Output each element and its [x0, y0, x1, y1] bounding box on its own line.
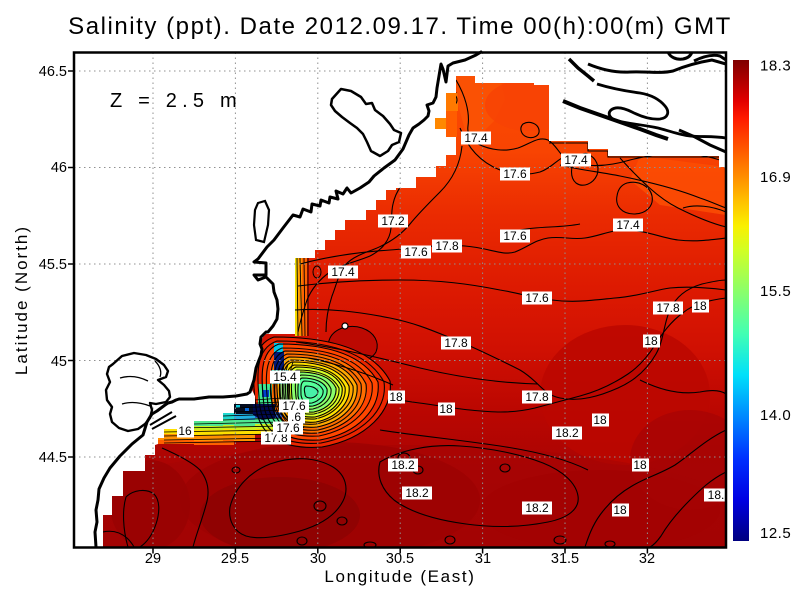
svg-text:15.4: 15.4	[273, 370, 297, 384]
svg-text:17.8: 17.8	[525, 390, 549, 404]
svg-text:18: 18	[389, 390, 403, 404]
svg-text:18.2: 18.2	[555, 426, 579, 440]
svg-text:46: 46	[51, 160, 67, 176]
svg-text:17.4: 17.4	[564, 153, 588, 167]
svg-text:17.4: 17.4	[331, 265, 355, 279]
svg-text:17.8: 17.8	[264, 431, 288, 445]
svg-text:17.8: 17.8	[435, 239, 459, 253]
svg-text:18.2: 18.2	[391, 458, 415, 472]
svg-text:17.6: 17.6	[276, 421, 300, 435]
svg-text:46.5: 46.5	[39, 64, 67, 80]
svg-text:Longitude (East): Longitude (East)	[324, 567, 475, 586]
svg-text:18: 18	[593, 413, 607, 427]
svg-text:30: 30	[310, 551, 326, 567]
svg-text:18: 18	[613, 503, 627, 517]
svg-text:44.5: 44.5	[39, 450, 67, 466]
svg-text:.6: .6	[291, 410, 301, 424]
svg-text:18.: 18.	[708, 488, 725, 502]
svg-text:17.6: 17.6	[525, 291, 549, 305]
svg-text:17.4: 17.4	[464, 131, 488, 145]
svg-text:29: 29	[145, 551, 161, 567]
svg-text:18: 18	[439, 402, 453, 416]
svg-text:17.6: 17.6	[404, 245, 428, 259]
svg-text:30.5: 30.5	[386, 551, 414, 567]
svg-text:45.5: 45.5	[39, 257, 67, 273]
svg-text:17.4: 17.4	[616, 218, 640, 232]
svg-text:17.2: 17.2	[381, 214, 405, 228]
svg-text:12.5: 12.5	[760, 525, 791, 542]
svg-text:17.6: 17.6	[503, 167, 527, 181]
svg-text:31.5: 31.5	[551, 551, 579, 567]
svg-text:Latitude (North): Latitude (North)	[12, 225, 31, 375]
svg-text:31: 31	[475, 551, 491, 567]
svg-text:18: 18	[644, 334, 658, 348]
svg-text:17.6: 17.6	[282, 399, 306, 413]
svg-text:15.5: 15.5	[760, 283, 791, 300]
svg-text:18.3: 18.3	[760, 58, 791, 75]
svg-text:29.5: 29.5	[221, 551, 249, 567]
svg-text:17.8: 17.8	[444, 336, 468, 350]
svg-text:32: 32	[639, 551, 655, 567]
svg-text:18.2: 18.2	[405, 486, 429, 500]
svg-text:Z = 2.5 m: Z = 2.5 m	[110, 90, 242, 112]
svg-text:16: 16	[178, 424, 192, 438]
svg-text:17.8: 17.8	[656, 301, 680, 315]
svg-text:16.9: 16.9	[760, 169, 791, 186]
svg-text:18.2: 18.2	[525, 501, 549, 515]
svg-text:Salinity (ppt). Date 2012.09.1: Salinity (ppt). Date 2012.09.17. Time 00…	[68, 13, 732, 40]
svg-text:17.6: 17.6	[503, 229, 527, 243]
svg-text:45: 45	[51, 354, 67, 370]
svg-text:18: 18	[693, 299, 707, 313]
svg-text:14.0: 14.0	[760, 407, 791, 424]
svg-text:18: 18	[633, 458, 647, 472]
